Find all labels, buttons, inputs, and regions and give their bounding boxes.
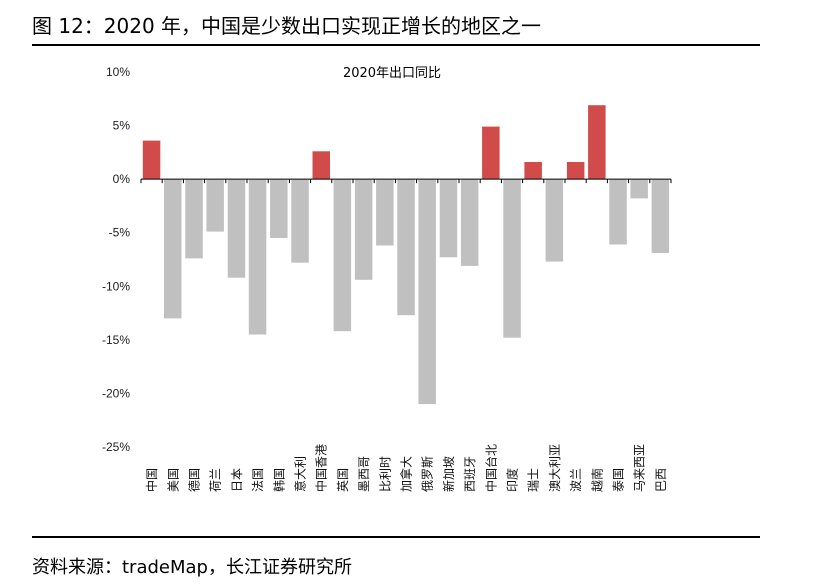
bar-6 (248, 179, 267, 335)
y-axis: 10% 5% 0% -5% -10% -15% -20% -25% (102, 65, 130, 454)
bar-7 (270, 179, 288, 238)
x-tick-label: 中国 (144, 468, 159, 492)
x-tick-label: 俄罗斯 (421, 456, 435, 492)
x-tick-label: 泰国 (612, 468, 626, 492)
source-note: 资料来源：tradeMap，长江证券研究所 (32, 557, 352, 578)
x-tick-label: 墨西哥 (357, 456, 371, 492)
bar-21 (566, 162, 585, 180)
bar-15 (439, 179, 458, 258)
x-tick-label: 意大利 (293, 456, 308, 492)
x-tick-label: 德国 (187, 468, 202, 492)
x-tick-label: 波兰 (569, 468, 583, 492)
bar-10 (333, 179, 352, 332)
bar-14 (418, 179, 436, 405)
x-tick-label: 新加坡 (441, 456, 456, 492)
bar-20 (545, 179, 564, 262)
bar-1 (142, 140, 161, 180)
source-rule (32, 536, 760, 538)
x-tick-label: 印度 (505, 468, 520, 492)
bar-24 (630, 179, 648, 199)
bar-2 (164, 179, 182, 319)
y-tick-label: -25% (102, 440, 130, 454)
bar-5 (227, 179, 246, 278)
bar-23 (609, 179, 627, 245)
y-tick-label: -10% (102, 279, 130, 293)
x-tick-label: 日本 (230, 468, 244, 492)
x-tick-label: 越南 (589, 468, 604, 492)
bar-4 (206, 179, 224, 232)
y-tick-label: -5% (109, 226, 131, 240)
x-tick-label: 荷兰 (209, 468, 223, 492)
bar-11 (354, 179, 373, 280)
bar-22 (588, 105, 606, 180)
x-tick-label: 美国 (166, 468, 180, 492)
x-tick-label: 比利时 (378, 456, 392, 492)
figure-title: 图 12：2020 年，中国是少数出口实现正增长的地区之一 (32, 14, 542, 38)
bar-chart: 2020年出口同比 10% 5% 0% -5% -10% -15% -20% -25% 中国美… (102, 65, 672, 492)
y-tick-label: 0% (113, 172, 131, 186)
bar-17 (482, 126, 500, 180)
x-tick-label: 澳大利亚 (548, 444, 562, 492)
bar-13 (397, 179, 415, 316)
x-tick-label: 韩国 (271, 468, 286, 492)
x-tick-label: 中国香港 (314, 444, 329, 492)
bar-18 (503, 179, 521, 338)
bar-16 (460, 179, 479, 266)
bar-19 (524, 162, 542, 180)
x-tick-label: 西班牙 (463, 456, 477, 492)
x-tick-label: 加拿大 (399, 456, 414, 492)
bars (142, 105, 670, 405)
bar-25 (651, 179, 670, 253)
x-tick-label: 巴西 (654, 468, 668, 492)
chart-title: 2020年出口同比 (343, 66, 441, 81)
bar-3 (185, 179, 203, 259)
y-tick-label: -20% (102, 386, 130, 400)
bar-9 (312, 151, 330, 180)
x-axis-labels: 中国 美国 德国 荷兰 日本 法国 韩国 意大利 中国香港 英国 墨西哥 比利时 加拿大 俄罗斯 新加坡 西班… (144, 444, 668, 492)
x-tick-label: 中国台北 (483, 444, 498, 492)
title-rule (32, 44, 760, 46)
x-tick-label: 英国 (336, 468, 350, 492)
y-tick-label: 10% (106, 65, 130, 79)
bar-8 (291, 179, 309, 263)
x-tick-label: 马来西亚 (633, 444, 647, 492)
bar-12 (376, 179, 394, 246)
y-tick-label: 5% (113, 119, 131, 133)
y-tick-label: -15% (102, 333, 130, 347)
x-tick-label: 瑞士 (527, 468, 541, 492)
x-tick-label: 法国 (251, 468, 265, 492)
